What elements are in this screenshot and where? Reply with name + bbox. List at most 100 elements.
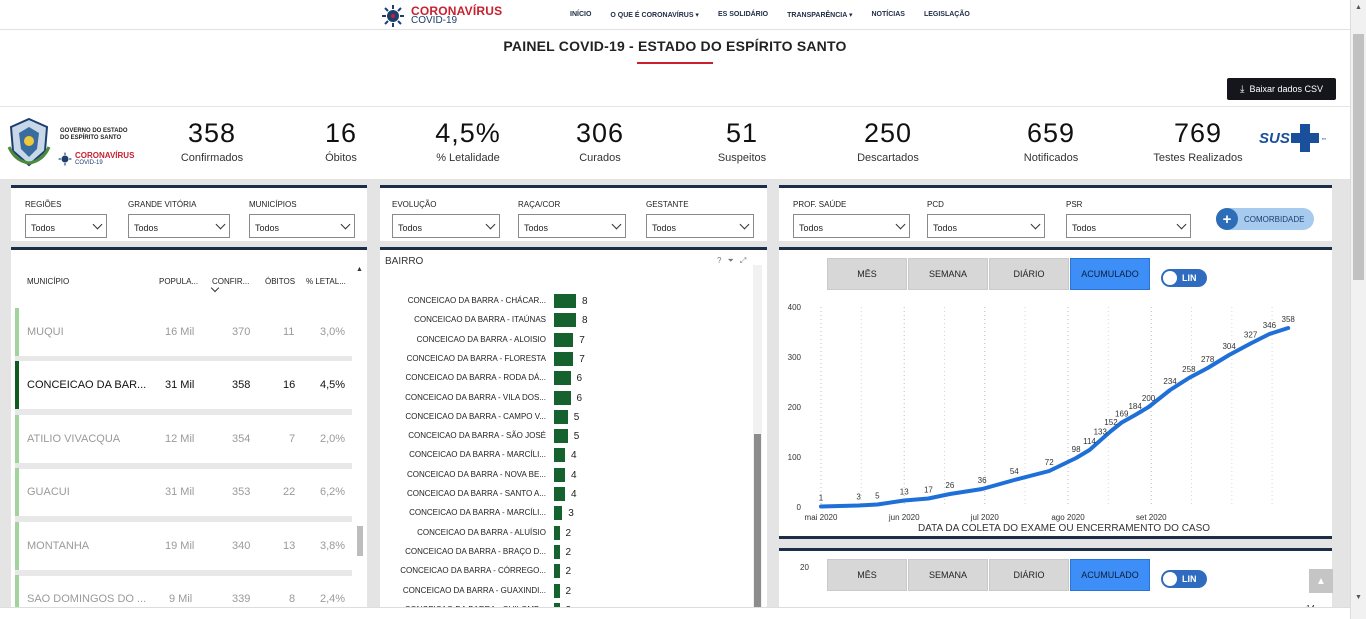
select-value: Todos <box>31 223 56 233</box>
page-scrollbar[interactable]: ▲ ▼ <box>1350 0 1366 619</box>
linear-scale-toggle[interactable]: LIN <box>1161 269 1207 287</box>
logo-title: CORONAVÍRUS <box>411 4 503 18</box>
bairro-bar[interactable] <box>554 506 563 521</box>
gestante-select[interactable]: Todos <box>646 214 754 238</box>
bairro-bar[interactable] <box>554 448 565 463</box>
period-acumulado-button[interactable]: ACUMULADO <box>1070 258 1150 290</box>
col-header-municipio[interactable]: MUNICÍPIO <box>27 277 70 286</box>
nav-link-transparencia[interactable]: TRANSPARÊNCIA ▾ <box>787 12 853 19</box>
bairro-bar[interactable] <box>554 583 560 598</box>
bairro-bar[interactable] <box>554 371 571 386</box>
kpi-value: 659 <box>1026 118 1076 148</box>
scroll-down-arrow-icon[interactable]: ▼ <box>1355 594 1362 601</box>
table-row[interactable]: MUQUI 16 Mil 370 11 3,0% <box>15 308 352 362</box>
bairro-bar[interactable] <box>554 390 571 405</box>
nav-link-inicio[interactable]: INÍCIO <box>570 11 592 18</box>
data-label: 234 <box>1163 377 1177 386</box>
bairro-bar[interactable] <box>554 351 574 366</box>
bairro-bar[interactable] <box>554 564 560 579</box>
x-axis-label: DATA DA COLETA DO EXAME OU ENCERRAMENTO … <box>918 523 1210 534</box>
col-header-obitos[interactable]: ÓBITOS <box>265 277 296 286</box>
period-diario-button[interactable]: DIÁRIO <box>989 559 1069 591</box>
period-mes-button[interactable]: MÊS <box>827 258 907 290</box>
table-row[interactable]: MONTANHA 19 Mil 340 13 3,8% <box>15 522 352 576</box>
download-csv-button[interactable]: ⤓ Baixar dados CSV <box>1227 78 1336 100</box>
evolucao-select[interactable]: Todos <box>392 214 500 238</box>
page-scroll-thumb[interactable] <box>1353 34 1364 280</box>
period-acumulado-button[interactable]: ACUMULADO <box>1070 559 1150 591</box>
col-header-letalidade[interactable]: % LETAL... <box>306 277 346 286</box>
table-row-selected[interactable]: CONCEICAO DA BAR... 31 Mil 358 16 4,5% <box>15 361 352 415</box>
comorbidade-button[interactable]: + COMORBIDADE <box>1216 208 1314 230</box>
raca-cor-select[interactable]: Todos <box>518 214 626 238</box>
period-semana-button[interactable]: SEMANA <box>908 258 988 290</box>
data-label: 17 <box>924 486 933 495</box>
filter-label: PROF. SAÚDE <box>793 200 847 209</box>
bairro-bar[interactable] <box>554 467 565 482</box>
top-navigation: CORONAVÍRUS COVID-19 INÍCIO O QUE É CORO… <box>0 0 1350 30</box>
nav-link-legislacao[interactable]: LEGISLAÇÃO <box>923 11 970 18</box>
linear-scale-toggle-2[interactable]: LIN <box>1161 570 1207 588</box>
select-value: Todos <box>1072 223 1097 233</box>
bairro-value: 6 <box>576 392 583 404</box>
cell-letalidade: 2,4% <box>320 593 346 605</box>
coronavirus-logo[interactable]: CORONAVÍRUS COVID-19 <box>381 4 502 28</box>
period-diario-button[interactable]: DIÁRIO <box>989 258 1069 290</box>
bairro-value: 7 <box>579 334 585 346</box>
bairro-label: CONCEICAO DA BARRA - ITAÚNAS <box>414 315 546 325</box>
table-row[interactable]: ATILIO VIVACQUA 12 Mil 354 7 2,0% <box>15 415 352 469</box>
grande-vitoria-select[interactable]: Todos <box>128 214 230 238</box>
filter-psr: PSR Todos <box>1066 200 1191 238</box>
series-line <box>819 326 1291 509</box>
bairro-bar[interactable] <box>554 313 576 328</box>
bairro-bar[interactable] <box>554 294 576 308</box>
scroll-to-top-button[interactable]: ▲ <box>1309 569 1333 593</box>
col-header-populacao[interactable]: POPULA... <box>159 277 199 286</box>
bairro-bar[interactable] <box>554 525 560 540</box>
y-tick-label: 20 <box>800 563 809 572</box>
data-label: 1 <box>819 494 824 503</box>
cumulative-cases-chart: MÊS SEMANA DIÁRIO ACUMULADO LIN 0 100 200 3… <box>779 247 1332 539</box>
table-row[interactable]: SAO DOMINGOS DO ... 9 Mil 339 8 2,4% <box>15 575 352 619</box>
select-value: Todos <box>933 223 958 233</box>
table-row[interactable]: GUACUI 31 Mil 353 22 6,2% <box>15 468 352 522</box>
title-underline <box>637 62 713 64</box>
nav-link-o-que-e[interactable]: O QUE É CORONAVÍRUS ▾ <box>610 12 699 19</box>
bairro-label: CONCEICAO DA BARRA - MARCÍLI... <box>409 450 546 460</box>
pcd-select[interactable]: Todos <box>927 214 1045 238</box>
kpi-label: % Letalidade <box>436 152 500 164</box>
bairro-bar[interactable] <box>554 409 568 424</box>
col-header-confirmados[interactable]: CONFIR... <box>212 277 250 286</box>
municipios-select[interactable]: Todos <box>249 214 355 238</box>
kpi-value: 358 <box>187 118 237 148</box>
regioes-select[interactable]: Todos <box>25 214 107 238</box>
row-separator <box>15 463 352 469</box>
focus-mode-icon[interactable]: ⤢ <box>739 256 753 265</box>
visual-header-icons: ?⏷⤢ <box>717 256 752 266</box>
row-separator <box>15 516 352 522</box>
filter-icon[interactable]: ⏷ <box>727 256 740 265</box>
period-semana-button[interactable]: SEMANA <box>908 559 988 591</box>
y-tick-label: 300 <box>788 353 802 362</box>
scroll-up-icon[interactable]: ▲ <box>356 266 363 273</box>
help-icon[interactable]: ? <box>717 256 728 265</box>
data-label: 26 <box>945 481 954 490</box>
bairro-scrollbar[interactable] <box>753 265 762 619</box>
bairro-label: CONCEICAO DA BARRA - CAMPO V... <box>405 411 546 421</box>
scroll-up-arrow-icon[interactable]: ▲ <box>1355 4 1362 11</box>
table-scroll-thumb[interactable] <box>357 526 363 556</box>
bairro-scroll-thumb[interactable] <box>754 434 761 619</box>
bairro-title: BAIRRO <box>385 256 424 267</box>
bairro-bar[interactable] <box>554 544 560 559</box>
bairro-bar[interactable] <box>554 332 574 347</box>
bairro-bar[interactable] <box>554 429 568 444</box>
table-scrollbar[interactable]: ▲ <box>356 260 364 619</box>
bairro-bar[interactable] <box>554 487 565 501</box>
nav-link-es-solidario[interactable]: ES SOLIDÁRIO <box>717 11 769 18</box>
nav-link-noticias[interactable]: NOTÍCIAS <box>871 11 905 18</box>
bairro-value: 3 <box>568 508 574 520</box>
cell-confirmados: 354 <box>232 433 251 445</box>
prof-saude-select[interactable]: Todos <box>793 214 910 238</box>
period-mes-button[interactable]: MÊS <box>827 559 907 591</box>
psr-select[interactable]: Todos <box>1066 214 1191 238</box>
